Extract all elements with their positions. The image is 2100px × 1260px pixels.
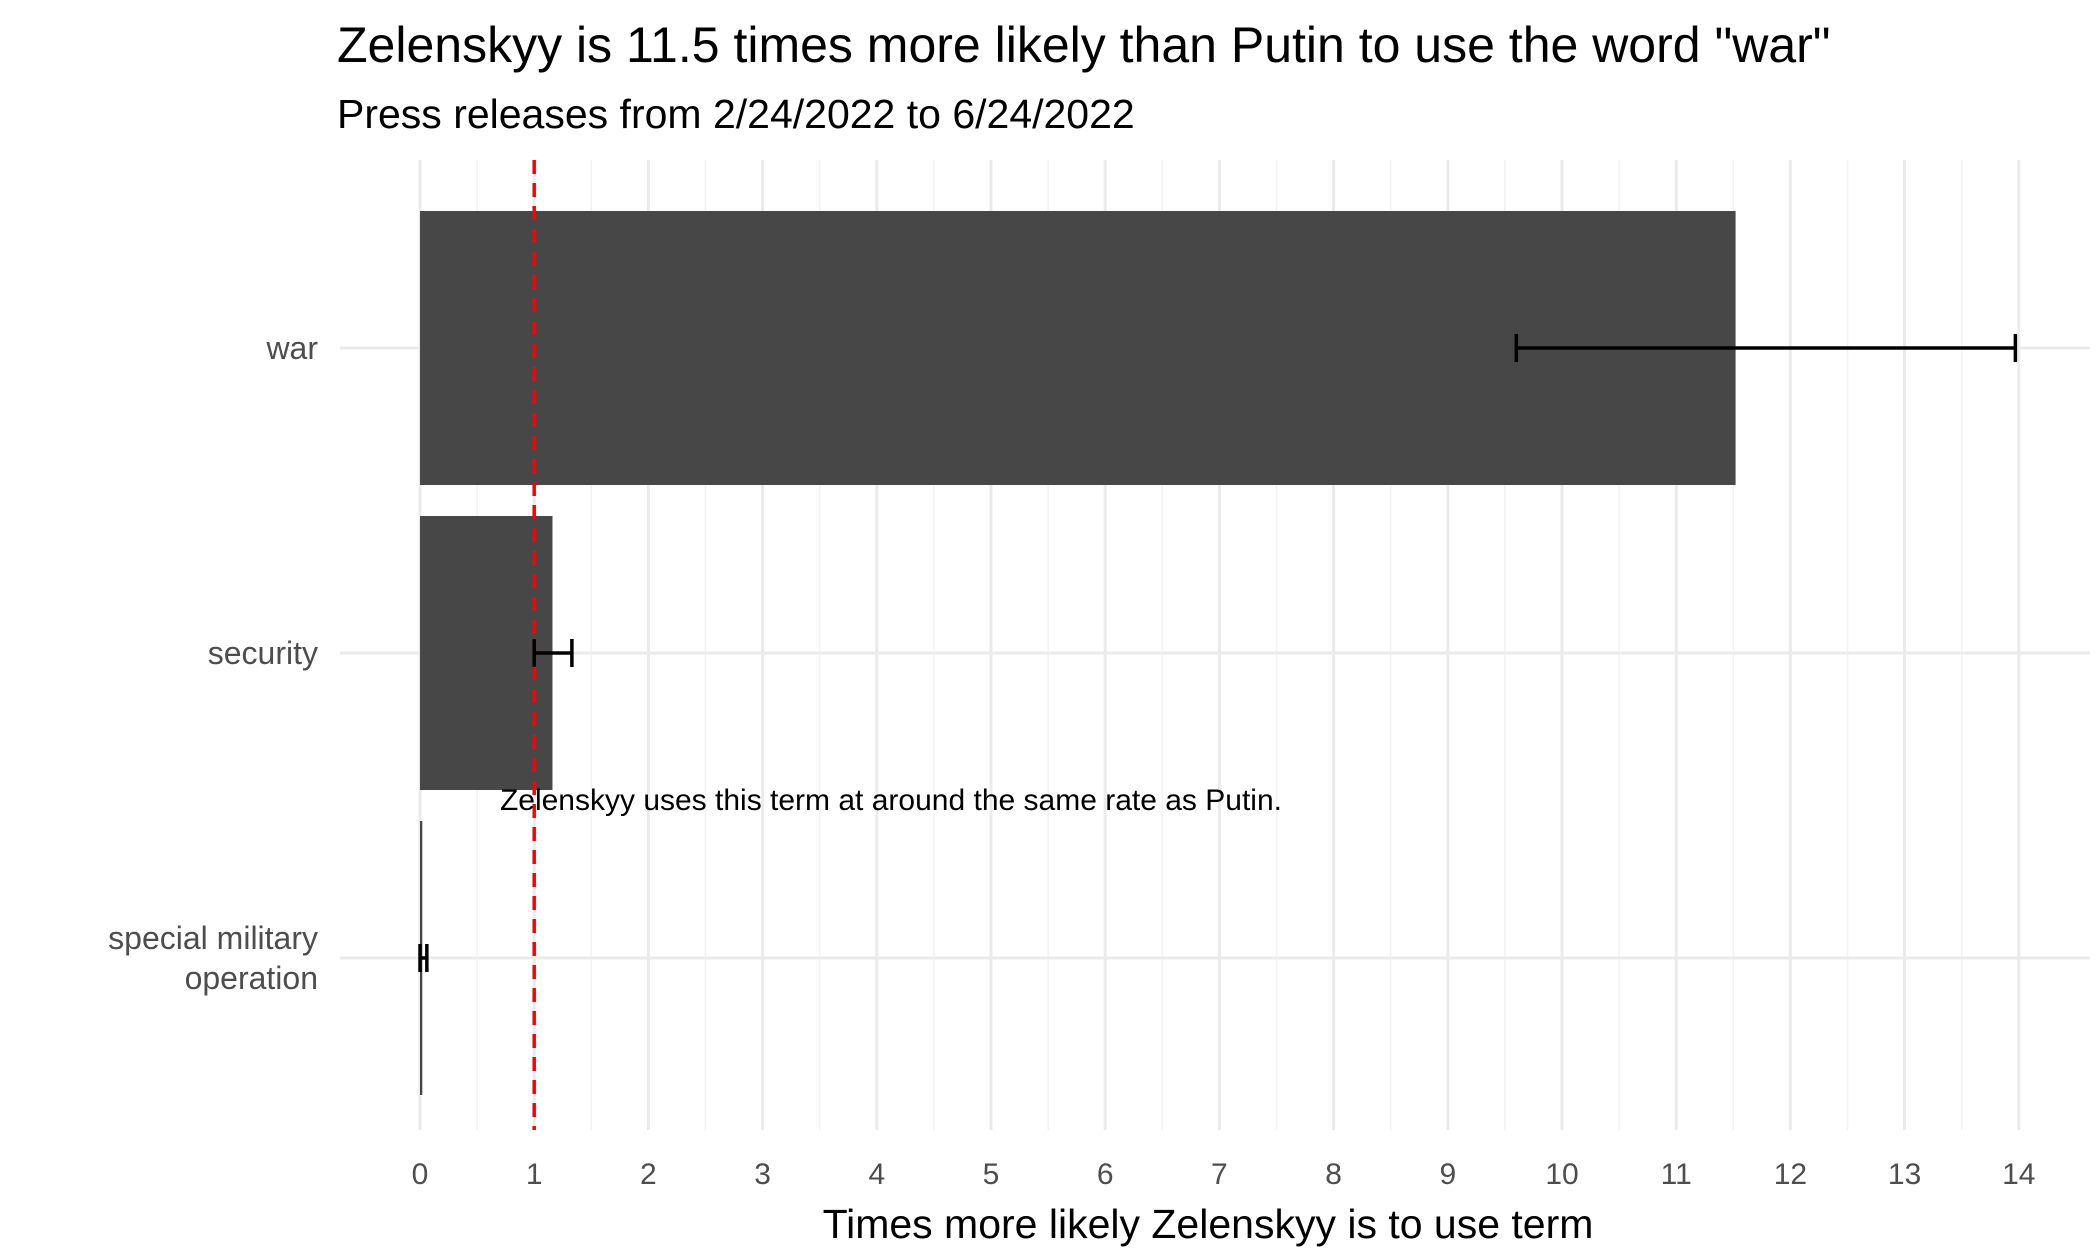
x-tick-label: 14: [2002, 1158, 2035, 1191]
x-tick-label: 8: [1325, 1158, 1342, 1191]
y-tick-label: special military operation: [108, 920, 318, 996]
error-bars-layer: [418, 334, 2018, 972]
bar: [420, 516, 553, 790]
x-tick-label: 10: [1545, 1158, 1578, 1191]
x-tick-label: 3: [754, 1158, 771, 1191]
chart-title: Zelenskyy is 11.5 times more likely than…: [337, 17, 1831, 73]
x-tick-label: 9: [1439, 1158, 1456, 1191]
x-tick-label: 1: [526, 1158, 543, 1191]
x-tick-label: 13: [1888, 1158, 1921, 1191]
annotation-text: Zelenskyy uses this term at around the s…: [500, 784, 1282, 817]
x-tick-label: 4: [868, 1158, 885, 1191]
y-tick-label: war: [265, 330, 318, 366]
x-tick-label: 6: [1097, 1158, 1114, 1191]
x-tick-label: 2: [640, 1158, 657, 1191]
x-tick-label: 0: [412, 1158, 429, 1191]
x-tick-label: 12: [1774, 1158, 1807, 1191]
x-axis-title: Times more likely Zelenskyy is to use te…: [823, 1201, 1594, 1247]
x-tick-label: 5: [983, 1158, 1000, 1191]
chart-subtitle: Press releases from 2/24/2022 to 6/24/20…: [337, 91, 1135, 137]
x-tick-label: 7: [1211, 1158, 1228, 1191]
x-tick-label: 11: [1661, 1158, 1692, 1191]
y-tick-label: security: [208, 635, 318, 671]
